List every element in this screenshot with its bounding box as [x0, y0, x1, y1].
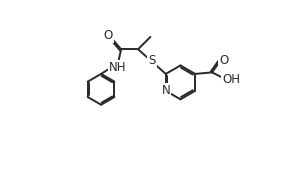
Text: OH: OH: [222, 73, 240, 86]
Text: S: S: [148, 54, 156, 67]
Text: O: O: [103, 29, 113, 42]
Text: O: O: [219, 54, 228, 67]
Text: N: N: [162, 84, 170, 97]
Text: NH: NH: [109, 61, 127, 74]
